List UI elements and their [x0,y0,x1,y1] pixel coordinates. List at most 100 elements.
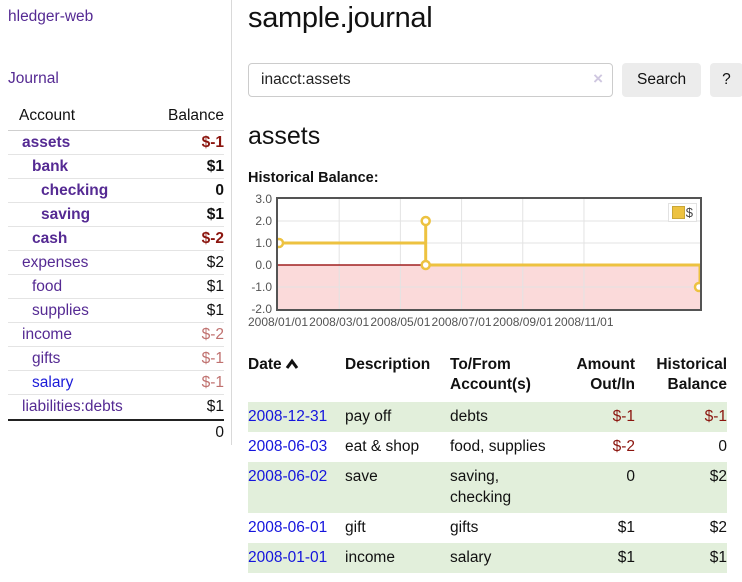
transaction-row: 2008-06-01 gift gifts $1 $2 [248,513,727,543]
sidebar: hledger-web Journal Account Balance asse… [0,0,232,445]
account-link[interactable]: gifts [32,349,61,367]
account-link[interactable]: liabilities:debts [22,398,123,415]
account-link[interactable]: salary [32,373,74,391]
account-link[interactable]: income [22,325,72,343]
account-row: checking 0 [8,179,224,203]
account-row: gifts $-1 [8,347,224,371]
transaction-date-link[interactable]: 2008-06-02 [248,468,328,485]
account-balance: $1 [206,205,224,223]
account-balance: $1 [206,398,224,415]
sidebar-item-journal[interactable]: Journal [8,70,59,87]
help-button[interactable]: ? [710,63,742,97]
y-axis-tick-label: 1.0 [255,236,272,250]
transaction-amount-cell: $-2 [612,438,635,455]
sort-ascending-icon [285,358,298,369]
transaction-row: 2008-01-01 income salary $1 $1 [248,543,727,573]
accounts-total: 0 [8,419,224,443]
chart-legend: $ [667,203,697,222]
account-link[interactable]: expenses [22,253,89,271]
account-row: salary $-1 [8,371,224,395]
x-axis-tick-label: 2008/03/01 [309,315,370,329]
transaction-date-link[interactable]: 2008-01-01 [248,549,328,566]
account-row: supplies $1 [8,299,224,323]
transaction-date-cell: 2008-12-31 [248,402,345,432]
account-balance: $-2 [201,325,224,343]
transaction-date-link[interactable]: 2008-12-31 [248,408,328,425]
transaction-amount-cell: $-1 [612,408,635,425]
account-balance: $-1 [201,373,224,391]
account-rows: assets $-1 bank $1 checking 0 saving $1 cash $-2 e… [8,131,224,419]
transaction-date-cell: 2008-06-03 [248,432,345,462]
account-link[interactable]: supplies [32,301,89,319]
search-input[interactable] [248,63,613,97]
account-link[interactable]: checking [41,181,109,199]
header-accounts: To/From Account(s) [450,356,531,393]
account-balance: $-1 [201,133,224,151]
account-heading: assets [248,122,321,150]
transaction-row: 2008-06-02 save saving, checking 0 $2 [248,462,727,513]
transaction-date-link[interactable]: 2008-06-03 [248,438,328,455]
account-balance: 0 [215,181,224,199]
transaction-row: 2008-12-31 pay off debts $-1 $-1 [248,402,727,432]
header-date[interactable]: Date [248,355,345,402]
header-amount: Amount Out/In [576,356,635,393]
x-axis-tick-label: 2008/07/01 [431,315,492,329]
transaction-amount-cell: $1 [617,549,635,566]
transaction-balance-cell: $2 [709,519,727,536]
accounts-table: Account Balance assets $-1 bank $1 checking 0… [8,107,224,443]
x-axis-tick-label: 2008/11/01 [554,315,614,329]
account-link[interactable]: assets [22,133,71,151]
app-title-link[interactable]: hledger-web [8,8,94,25]
transaction-amount-cell: $1 [617,519,635,536]
account-balance: $1 [206,157,224,175]
chart-title: Historical Balance: [248,170,379,186]
transaction-date-link[interactable]: 2008-06-01 [248,519,328,536]
header-balance: Historical Balance [656,356,727,393]
account-row: liabilities:debts $1 [8,395,224,419]
balance-chart: $ 3.0 2.0 1.0 0.0 -1.0 -2.0 2008/01/01 2008/03… [247,192,742,331]
transaction-amount-cell: 0 [626,468,635,485]
transaction-description-cell: gift [345,519,366,536]
account-link[interactable]: cash [32,229,68,247]
balance-column-header: Balance [167,107,224,124]
account-row: cash $-2 [8,227,224,251]
y-axis-tick-label: -2.0 [251,302,272,316]
transaction-accounts-cell: debts [450,408,488,425]
header-description: Description [345,356,431,373]
x-axis-tick-label: 2008/09/01 [492,315,553,329]
account-balance: $-2 [201,229,224,247]
account-row: expenses $2 [8,251,224,275]
transaction-date-cell: 2008-06-02 [248,462,345,513]
legend-swatch-icon [671,206,685,219]
account-link[interactable]: food [32,277,63,295]
transaction-balance-cell: $-1 [704,408,727,425]
transactions-table: Date Description To/From Account(s) Amou… [248,355,727,573]
x-axis-tick-label: 2008/01/01 [247,315,309,329]
transaction-balance-cell: 0 [718,438,727,455]
transaction-accounts-cell: food, supplies [450,438,546,455]
transaction-description-cell: save [345,468,378,485]
transaction-description-cell: income [345,549,395,566]
account-row: saving $1 [8,203,224,227]
y-axis-tick-label: 0.0 [255,258,272,272]
account-link[interactable]: saving [41,205,91,223]
transactions-header-row: Date Description To/From Account(s) Amou… [248,355,727,402]
y-axis-tick-label: 2.0 [255,214,272,228]
account-balance: $2 [206,253,224,271]
transaction-accounts-cell: salary [450,549,492,566]
transaction-description-cell: eat & shop [345,438,420,455]
page-title: sample.journal [248,2,433,34]
main-content: sample.journal × Search ? assets Histori… [232,0,742,573]
x-axis-tick-label: 2008/05/01 [370,315,431,329]
account-balance: $1 [206,277,224,295]
transaction-date-cell: 2008-06-01 [248,513,345,543]
transaction-balance-cell: $2 [709,468,727,485]
transaction-date-cell: 2008-01-01 [248,543,345,573]
search-row: × Search ? [248,63,742,97]
search-button[interactable]: Search [622,63,702,97]
legend-label: $ [685,205,693,220]
clear-search-icon[interactable]: × [593,69,603,88]
account-link[interactable]: bank [32,157,69,175]
transaction-row: 2008-06-03 eat & shop food, supplies $-2 0 [248,432,727,462]
